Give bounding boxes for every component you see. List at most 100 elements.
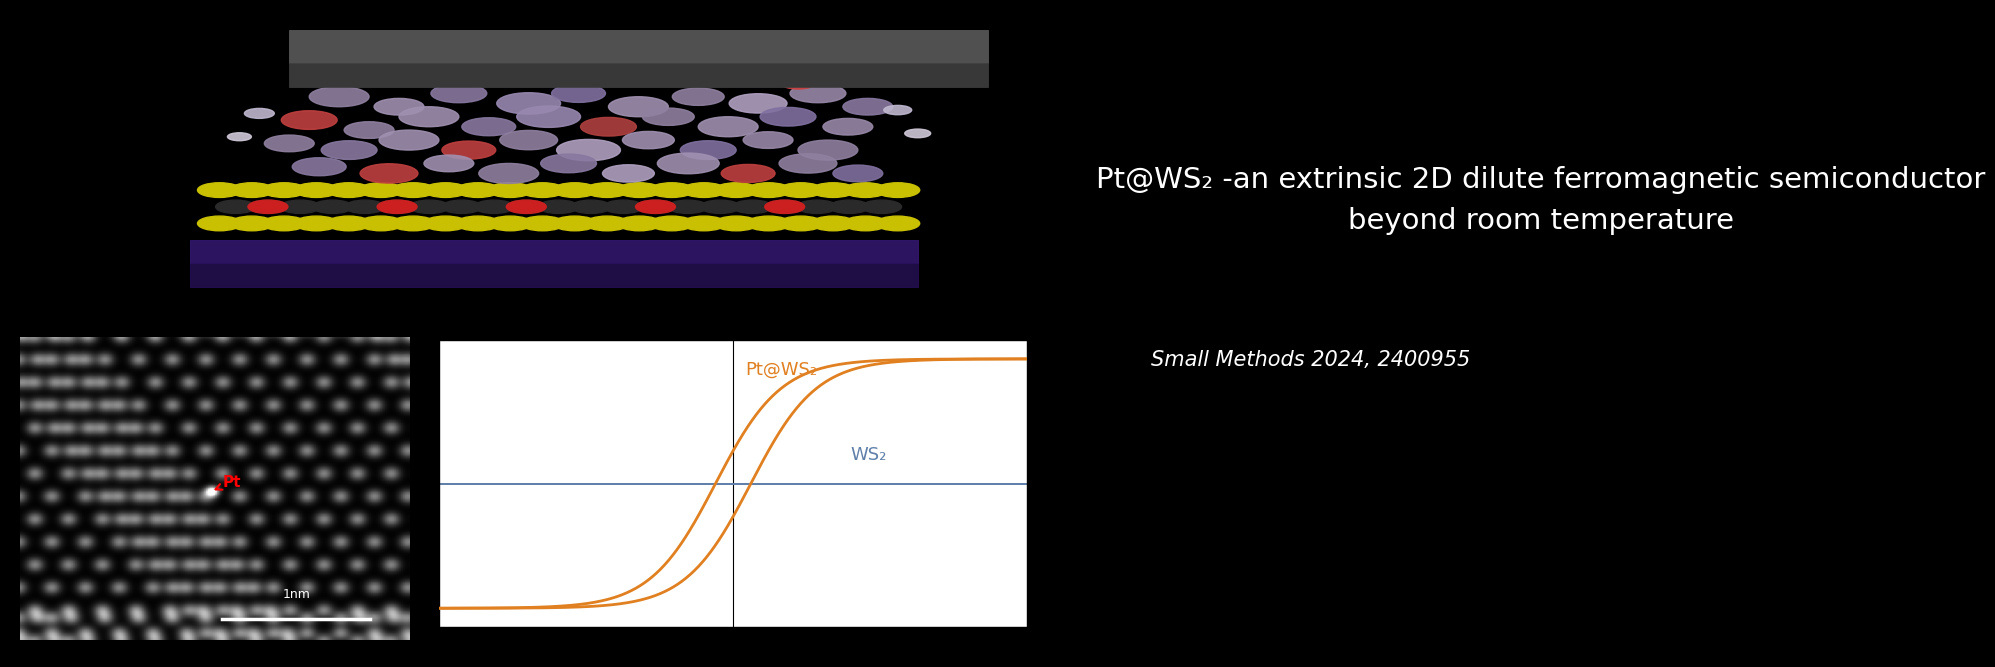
Circle shape <box>295 216 339 231</box>
Circle shape <box>844 183 888 197</box>
Circle shape <box>198 183 241 197</box>
Circle shape <box>499 131 559 150</box>
Circle shape <box>608 97 668 117</box>
Circle shape <box>475 200 515 213</box>
Circle shape <box>668 200 708 213</box>
Circle shape <box>778 216 822 231</box>
Circle shape <box>309 87 369 107</box>
Circle shape <box>359 216 403 231</box>
Circle shape <box>359 183 403 197</box>
Circle shape <box>862 200 902 213</box>
Circle shape <box>616 183 660 197</box>
Circle shape <box>198 216 241 231</box>
Circle shape <box>521 183 565 197</box>
Circle shape <box>343 122 395 139</box>
Circle shape <box>650 183 694 197</box>
Circle shape <box>642 108 694 125</box>
Polygon shape <box>190 263 918 287</box>
Circle shape <box>812 183 856 197</box>
Circle shape <box>281 111 337 129</box>
Circle shape <box>830 200 870 213</box>
Circle shape <box>327 216 371 231</box>
Circle shape <box>423 183 467 197</box>
Circle shape <box>291 158 347 176</box>
Text: Pt: Pt <box>215 475 241 490</box>
Circle shape <box>742 132 794 149</box>
Circle shape <box>245 108 275 119</box>
Circle shape <box>479 163 539 183</box>
Circle shape <box>798 140 858 160</box>
Circle shape <box>295 183 339 197</box>
Circle shape <box>391 183 435 197</box>
Circle shape <box>457 216 501 231</box>
Circle shape <box>497 93 561 114</box>
Circle shape <box>682 216 726 231</box>
Circle shape <box>263 135 315 151</box>
Circle shape <box>700 200 740 213</box>
Circle shape <box>778 183 822 197</box>
Circle shape <box>876 183 920 197</box>
Circle shape <box>489 216 533 231</box>
Circle shape <box>229 216 273 231</box>
Circle shape <box>541 154 597 173</box>
Circle shape <box>321 141 377 159</box>
Text: 1nm: 1nm <box>281 588 309 601</box>
Circle shape <box>680 141 736 159</box>
Circle shape <box>261 216 305 231</box>
Circle shape <box>714 183 758 197</box>
Circle shape <box>672 88 724 105</box>
Circle shape <box>824 119 874 135</box>
Text: W: W <box>918 45 936 62</box>
Circle shape <box>377 200 417 213</box>
Circle shape <box>553 183 597 197</box>
Circle shape <box>507 200 547 213</box>
Circle shape <box>375 99 425 115</box>
Circle shape <box>409 200 449 213</box>
Circle shape <box>457 183 501 197</box>
Circle shape <box>782 78 814 89</box>
Circle shape <box>247 200 287 213</box>
Circle shape <box>503 75 535 85</box>
Circle shape <box>714 216 758 231</box>
Circle shape <box>247 200 287 213</box>
Circle shape <box>553 216 597 231</box>
Circle shape <box>844 99 894 115</box>
Text: Pt@WS₂: Pt@WS₂ <box>42 218 138 242</box>
Y-axis label: M (emu/g): M (emu/g) <box>413 437 433 530</box>
Circle shape <box>732 200 772 213</box>
Circle shape <box>399 107 459 127</box>
Polygon shape <box>190 240 918 263</box>
Text: Pt@WS₂ -an extrinsic 2D dilute ferromagnetic semiconductor
beyond room temperatu: Pt@WS₂ -an extrinsic 2D dilute ferromagn… <box>1097 165 1985 235</box>
Circle shape <box>379 130 439 150</box>
Circle shape <box>423 216 467 231</box>
Circle shape <box>443 141 497 159</box>
Circle shape <box>876 216 920 231</box>
Circle shape <box>327 183 371 197</box>
Circle shape <box>682 183 726 197</box>
Circle shape <box>722 165 774 183</box>
Circle shape <box>616 216 660 231</box>
Circle shape <box>622 131 674 149</box>
Circle shape <box>423 155 475 172</box>
Circle shape <box>764 200 804 213</box>
Circle shape <box>746 216 790 231</box>
Circle shape <box>581 117 636 136</box>
Circle shape <box>798 200 838 213</box>
Circle shape <box>698 117 758 137</box>
Circle shape <box>730 93 788 113</box>
Circle shape <box>764 200 804 213</box>
Circle shape <box>812 216 856 231</box>
Circle shape <box>261 183 305 197</box>
Circle shape <box>844 216 888 231</box>
Circle shape <box>345 200 385 213</box>
Circle shape <box>517 106 581 127</box>
Text: Small Methods 2024, 2400955: Small Methods 2024, 2400955 <box>1151 350 1470 370</box>
Circle shape <box>441 200 481 213</box>
Circle shape <box>341 67 377 79</box>
Circle shape <box>551 85 606 103</box>
Circle shape <box>602 200 642 213</box>
Circle shape <box>489 183 533 197</box>
Circle shape <box>832 165 882 181</box>
Polygon shape <box>289 63 988 87</box>
Circle shape <box>662 72 694 82</box>
